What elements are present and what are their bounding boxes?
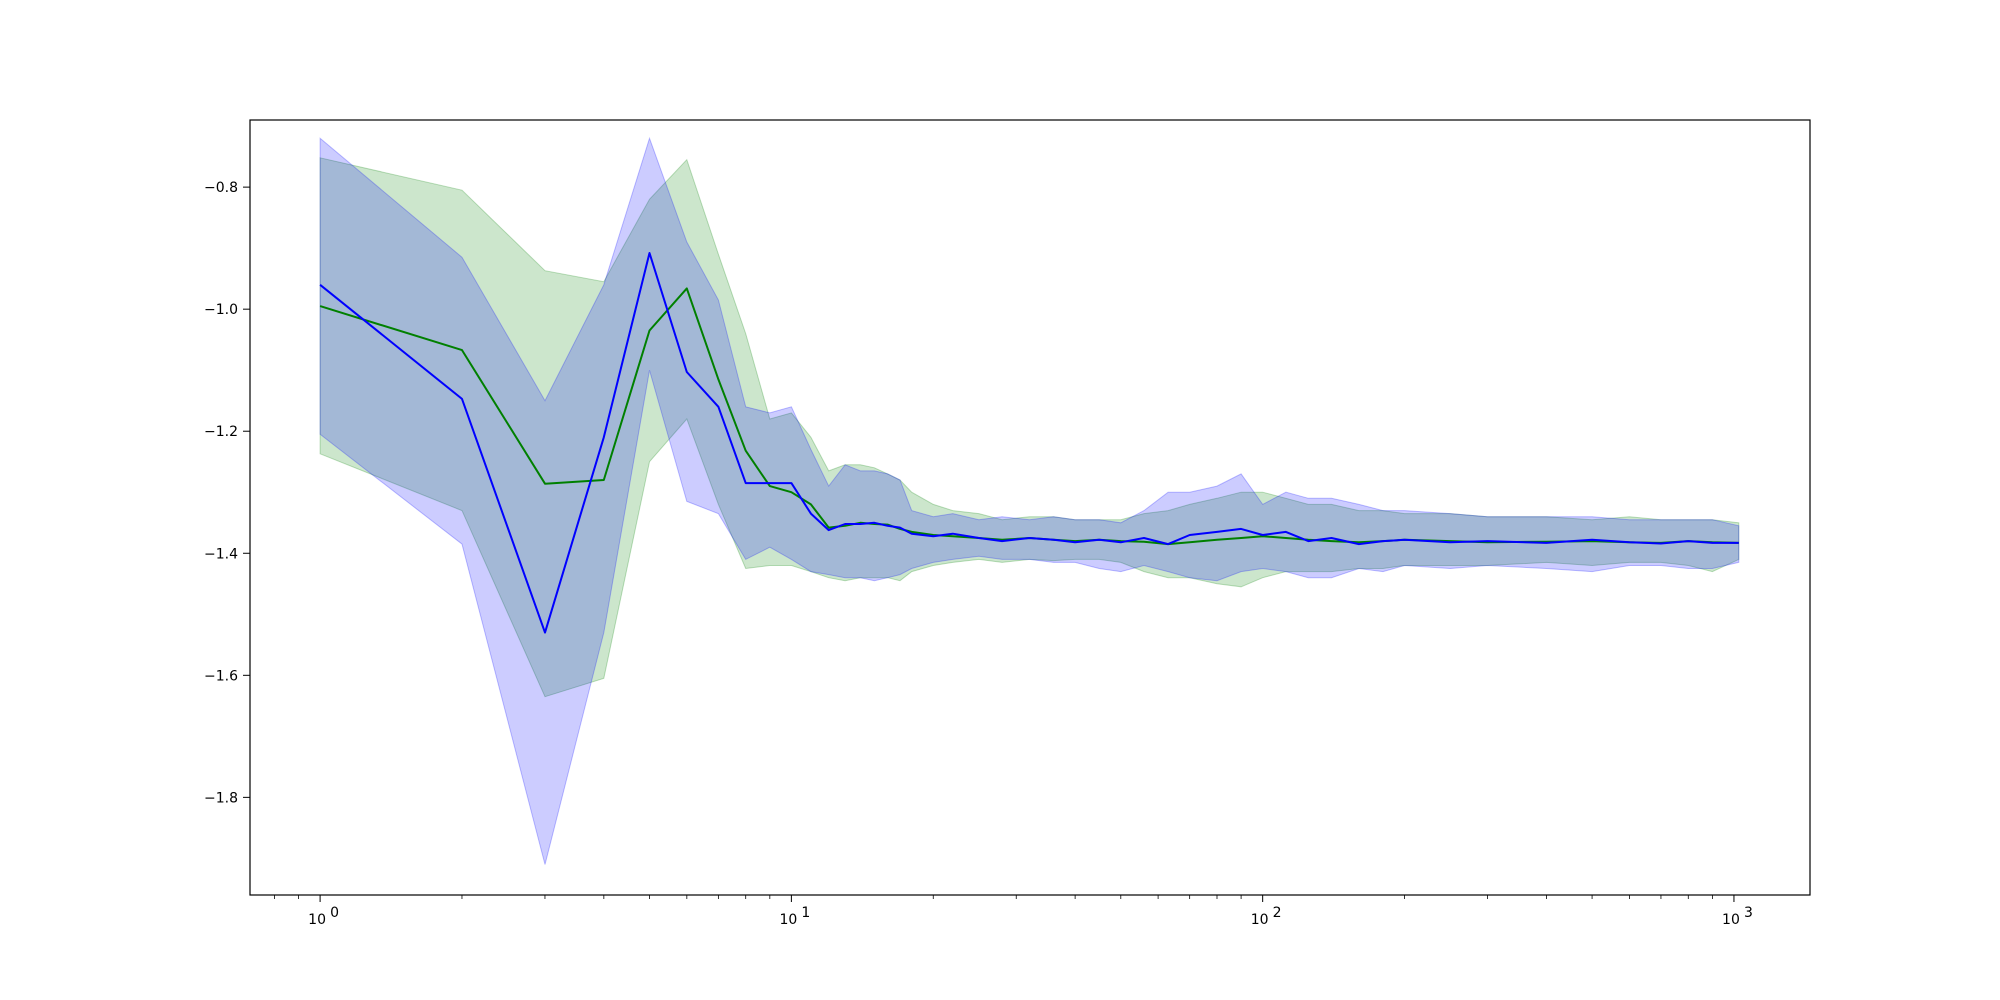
x-tick-exponent: 0 — [330, 905, 339, 921]
x-axis-ticks: 10 0 10 1 10 2 10 3 — [274, 895, 1753, 928]
y-tick-label: −1.8 — [204, 790, 238, 806]
y-tick-label: −1.0 — [204, 302, 238, 318]
y-tick-label: −1.6 — [204, 668, 238, 684]
y-tick-label: −0.8 — [204, 180, 238, 196]
y-axis-ticks: −0.8 −1.0 −1.2 −1.4 −1.6 −1.8 — [204, 180, 250, 806]
x-tick-exponent: 1 — [801, 905, 810, 921]
x-tick-label: 10 — [1722, 912, 1740, 928]
plot-frame — [249, 119, 1811, 896]
confidence-bands — [319, 136, 1740, 865]
x-tick-exponent: 2 — [1273, 905, 1282, 921]
y-tick-label: −1.2 — [204, 424, 238, 440]
x-tick-label: 10 — [779, 912, 797, 928]
y-tick-label: −1.4 — [204, 546, 238, 562]
x-tick-exponent: 3 — [1744, 905, 1753, 921]
series-0-band — [319, 157, 1740, 698]
x-tick-label: 10 — [308, 912, 326, 928]
x-tick-label: 10 — [1251, 912, 1269, 928]
series-1-band — [319, 136, 1740, 865]
series-lines — [319, 252, 1739, 634]
series-1-line — [319, 252, 1739, 634]
